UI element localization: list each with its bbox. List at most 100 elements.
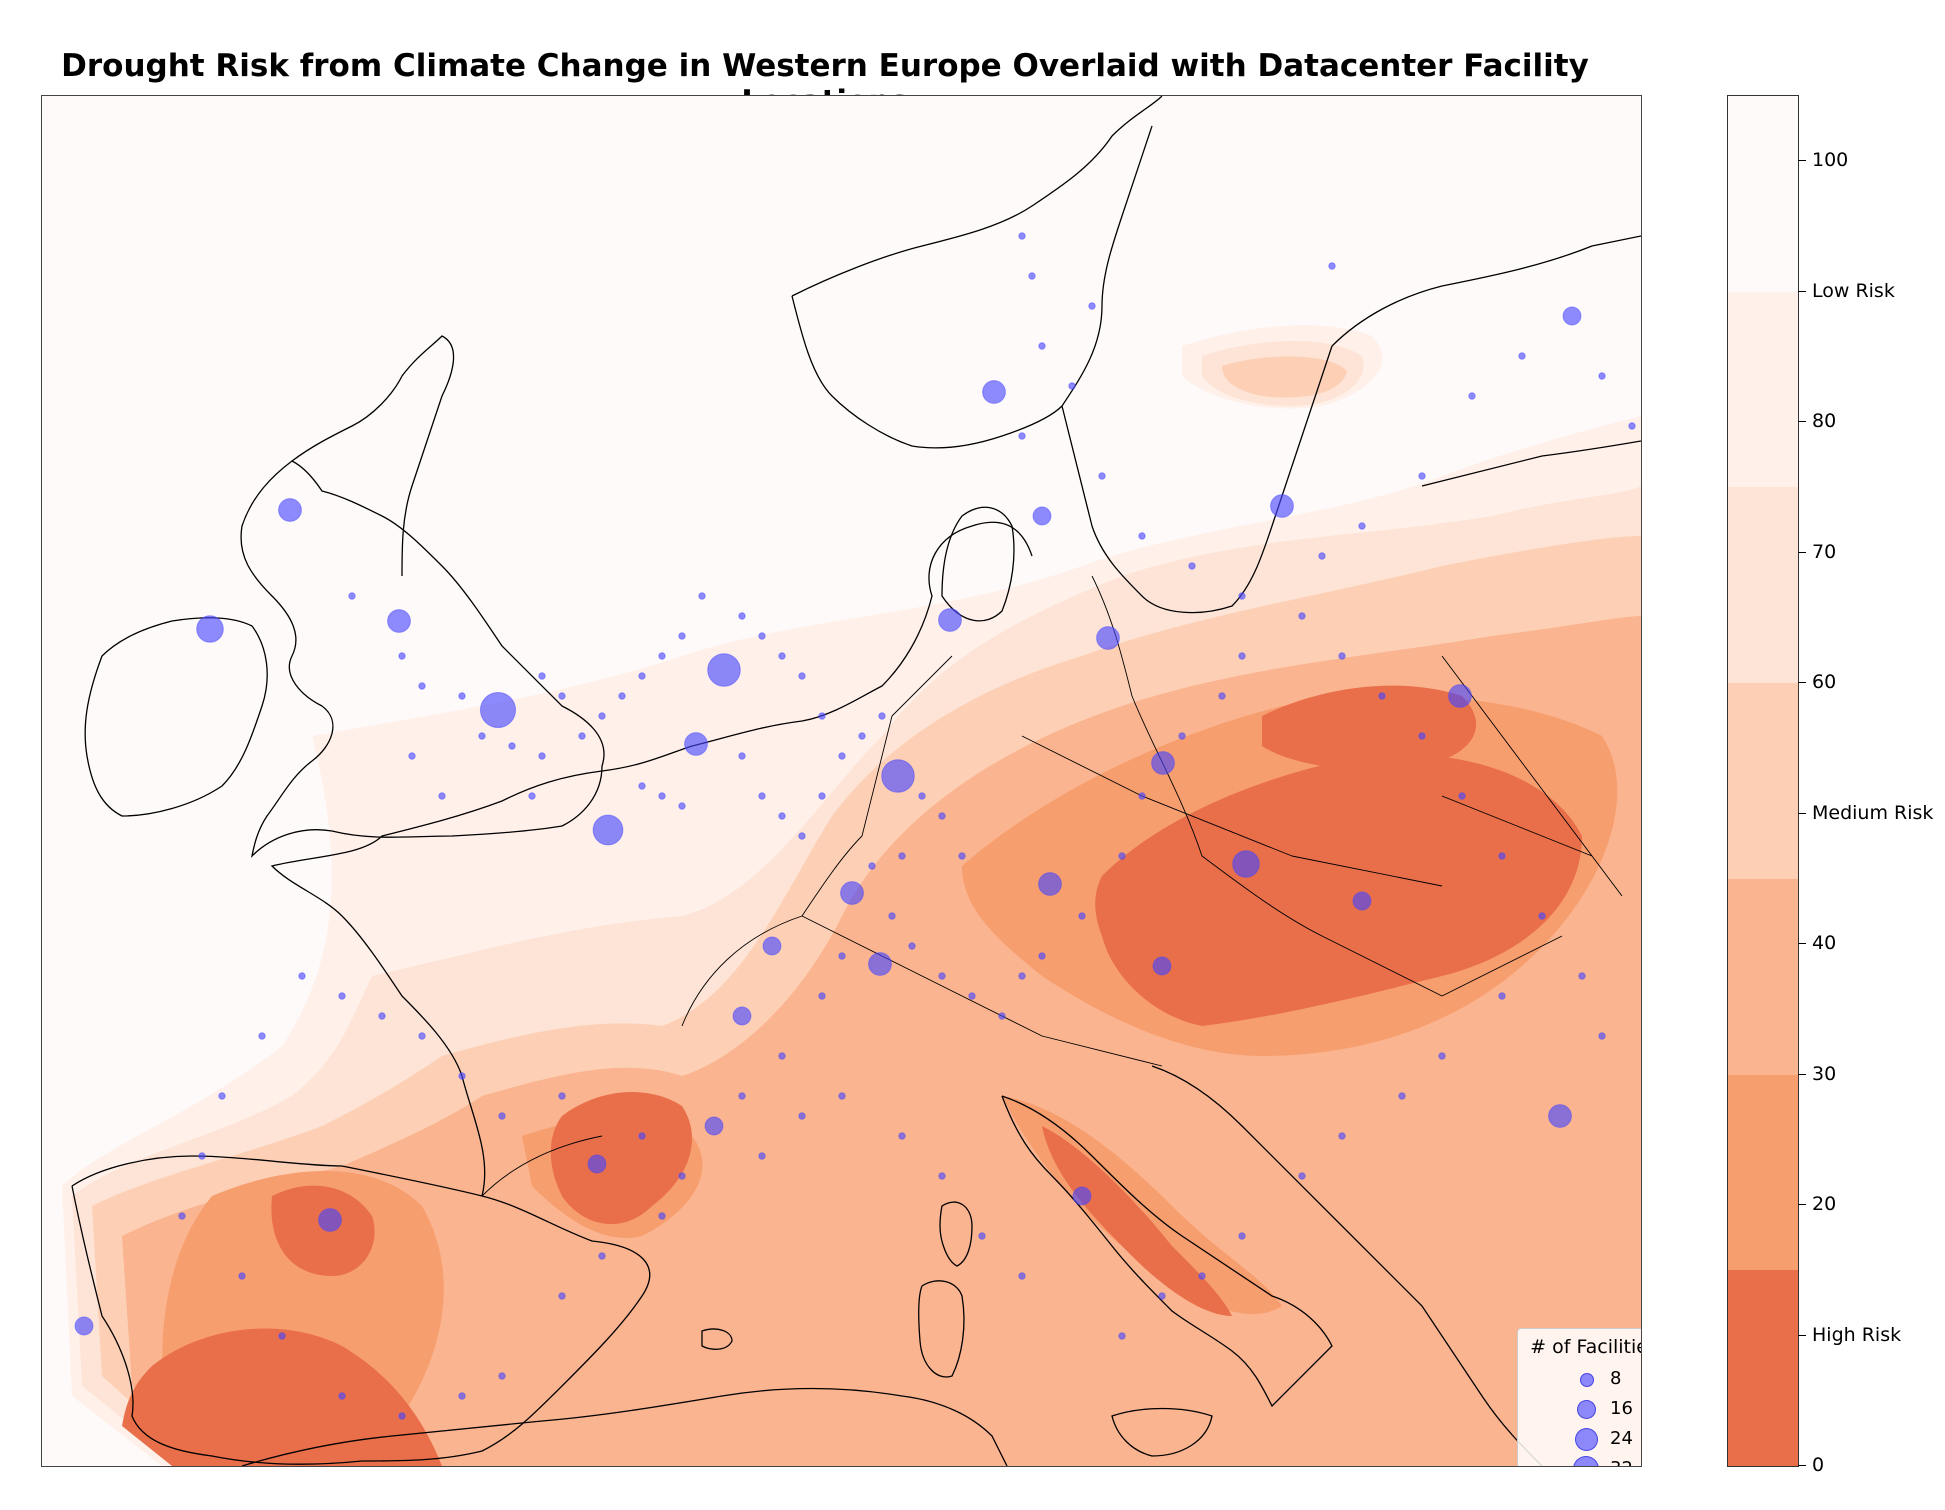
facility-marker xyxy=(1448,684,1472,708)
facility-marker-small xyxy=(1338,1132,1346,1140)
facility-marker-small xyxy=(818,992,826,1000)
colorbar-tick-label: High Risk xyxy=(1812,1323,1902,1346)
facility-marker-small xyxy=(1418,732,1426,740)
facility-marker-small xyxy=(798,832,806,840)
facility-marker xyxy=(1072,1186,1092,1206)
facility-marker-small xyxy=(978,1232,986,1240)
map-area: # of Facilities 8 16 24 32 40 48 xyxy=(41,95,1642,1467)
facility-marker xyxy=(840,881,864,905)
colorbar-tick-label: 100 xyxy=(1812,149,1849,172)
colorbar-band xyxy=(1728,683,1798,879)
drought-risk-colorbar xyxy=(1727,95,1799,1467)
coastline-sardinia xyxy=(918,1280,965,1378)
facility-marker-small xyxy=(1338,652,1346,660)
colorbar-band xyxy=(1728,1074,1798,1271)
facility-marker-small xyxy=(1038,342,1046,350)
facility-marker-small xyxy=(1628,422,1636,430)
facility-marker xyxy=(1038,872,1062,896)
facility-marker-small xyxy=(918,792,926,800)
facility-marker-small xyxy=(698,592,706,600)
facility-marker-small xyxy=(758,792,766,800)
facility-marker-small xyxy=(678,1172,686,1180)
facility-marker-small xyxy=(1158,1292,1166,1300)
facility-size-legend: # of Facilities 8 16 24 32 40 48 xyxy=(1517,1328,1641,1466)
facility-marker xyxy=(938,608,962,632)
facility-marker-small xyxy=(1518,352,1526,360)
facility-marker-small xyxy=(558,1292,566,1300)
facility-marker-small xyxy=(278,1332,286,1340)
facility-marker-small xyxy=(1538,912,1546,920)
facility-marker-small xyxy=(798,1112,806,1120)
legend-label: 32 xyxy=(1610,1458,1633,1466)
facility-marker-small xyxy=(958,852,966,860)
facility-marker-small xyxy=(498,1372,506,1380)
facility-marker-small xyxy=(998,1012,1006,1020)
risk-band-high-spain-south xyxy=(122,1328,442,1466)
facility-marker-small xyxy=(1498,992,1506,1000)
facility-marker-small xyxy=(1328,262,1336,270)
facility-marker-small xyxy=(1018,1272,1026,1280)
colorbar-tick-label: 30 xyxy=(1812,1062,1837,1085)
facility-marker-small xyxy=(778,1052,786,1060)
colorbar-tick-mark xyxy=(1798,1073,1806,1075)
facility-marker-small xyxy=(1138,792,1146,800)
colorbar-tick-label: 0 xyxy=(1812,1454,1825,1476)
facility-marker xyxy=(868,952,892,976)
facility-marker-small xyxy=(1018,972,1026,980)
facility-marker-small xyxy=(1238,592,1246,600)
legend-entry: 16 xyxy=(1518,1395,1641,1425)
coastline-france-atlantic xyxy=(270,521,1033,1197)
facility-marker-small xyxy=(638,672,646,680)
facility-marker-small xyxy=(838,1092,846,1100)
facility-marker-small xyxy=(888,912,896,920)
facility-marker-small xyxy=(338,992,346,1000)
facility-marker-small xyxy=(418,682,426,690)
facility-marker-small xyxy=(1078,912,1086,920)
facility-marker-small xyxy=(1298,612,1306,620)
colorbar-tick-mark xyxy=(1798,812,1806,814)
facility-marker-small xyxy=(1178,732,1186,740)
risk-band-45-60-oslo xyxy=(1222,356,1347,398)
facility-marker-small xyxy=(258,1032,266,1040)
facility-marker-small xyxy=(1298,1172,1306,1180)
facility-marker xyxy=(881,759,915,793)
risk-band-high-spain-central xyxy=(271,1185,375,1276)
risk-band-high-central xyxy=(1095,754,1582,1026)
facility-marker xyxy=(704,1116,724,1136)
facility-marker-small xyxy=(1028,272,1036,280)
facility-marker-small xyxy=(818,792,826,800)
facility-marker-small xyxy=(458,692,466,700)
facility-marker-small xyxy=(968,992,976,1000)
facility-marker-small xyxy=(1418,472,1426,480)
facility-marker-small xyxy=(178,1212,186,1220)
facility-marker-small xyxy=(1498,852,1506,860)
facility-marker-small xyxy=(1598,372,1606,380)
facility-marker xyxy=(592,814,624,846)
facility-marker xyxy=(1232,850,1260,878)
colorbar-tick-mark xyxy=(1798,551,1806,553)
facility-marker xyxy=(982,380,1006,404)
facility-marker-small xyxy=(868,862,876,870)
facility-marker-small xyxy=(1218,692,1226,700)
facility-marker-small xyxy=(238,1272,246,1280)
legend-entry: 32 xyxy=(1518,1455,1641,1466)
colorbar-tick-label: Low Risk xyxy=(1812,279,1895,302)
coastline-ireland xyxy=(84,617,268,817)
facility-marker xyxy=(1352,891,1372,911)
facility-marker-small xyxy=(1358,522,1366,530)
facility-marker-small xyxy=(438,792,446,800)
facility-marker xyxy=(1032,506,1052,526)
facility-marker xyxy=(587,1154,607,1174)
legend-entry: 24 xyxy=(1518,1425,1641,1455)
facility-marker-small xyxy=(1138,532,1146,540)
drought-risk-map xyxy=(62,96,1641,1466)
facility-marker-small xyxy=(538,672,546,680)
colorbar-tick-mark xyxy=(1798,682,1806,684)
risk-band-high-france xyxy=(550,1092,692,1225)
facility-marker-small xyxy=(598,712,606,720)
colorbar-tick-mark xyxy=(1798,1204,1806,1206)
facility-marker-small xyxy=(658,652,666,660)
facility-marker-small xyxy=(398,652,406,660)
facility-marker xyxy=(1096,626,1120,650)
legend-entry: 8 xyxy=(1518,1365,1641,1395)
